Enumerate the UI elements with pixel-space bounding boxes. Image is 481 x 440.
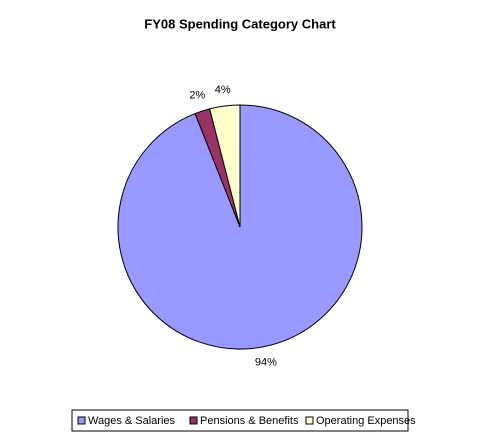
slice-label: 94% xyxy=(255,356,277,368)
legend-swatch xyxy=(305,416,314,425)
slice-label: 4% xyxy=(215,84,231,96)
legend-swatch xyxy=(189,416,198,425)
pie-slice xyxy=(209,104,241,228)
legend-swatch xyxy=(77,416,86,425)
legend: Wages & Salaries Pensions & Benefits Opera… xyxy=(71,409,416,432)
legend-label: Operating Expenses xyxy=(316,415,416,427)
legend-box xyxy=(71,409,409,432)
slice-label: 2% xyxy=(189,90,205,102)
chart-title: FY08 Spending Category Chart xyxy=(144,16,336,31)
legend-label: Pensions & Benefits xyxy=(200,415,299,427)
legend-label: Wages & Salaries xyxy=(88,415,176,427)
